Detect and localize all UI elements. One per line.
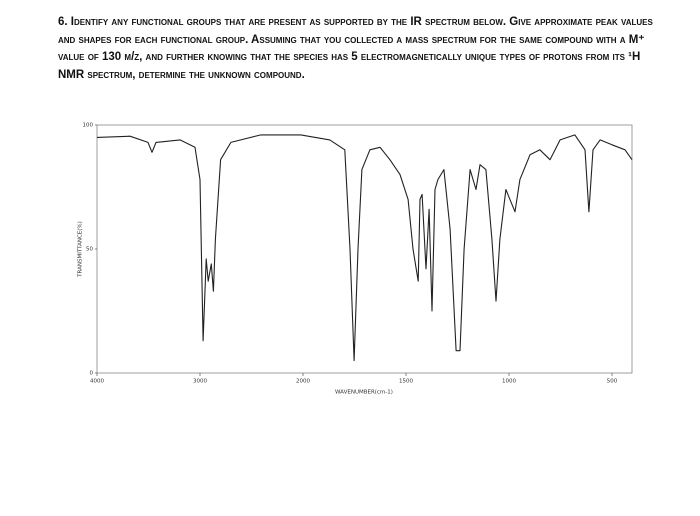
question-text: 6. Identify any functional groups that a… bbox=[58, 16, 653, 81]
y-tick-label: 0 bbox=[90, 371, 94, 377]
x-tick-label: 2000 bbox=[296, 379, 310, 385]
x-tick-label: 3000 bbox=[193, 379, 207, 385]
y-tick-label: 100 bbox=[83, 123, 94, 129]
y-axis-label: TRANSMITTANCE(%) bbox=[78, 221, 84, 278]
y-tick-label: 50 bbox=[86, 247, 93, 253]
x-axis-label: WAVENUMBER(cm-1) bbox=[335, 390, 393, 396]
spectrum-line bbox=[96, 134, 633, 362]
x-tick-label: 1500 bbox=[399, 379, 413, 385]
x-tick-label: 1000 bbox=[502, 379, 516, 385]
x-tick-label: 500 bbox=[607, 379, 618, 385]
x-tick-label: 4000 bbox=[90, 379, 104, 385]
